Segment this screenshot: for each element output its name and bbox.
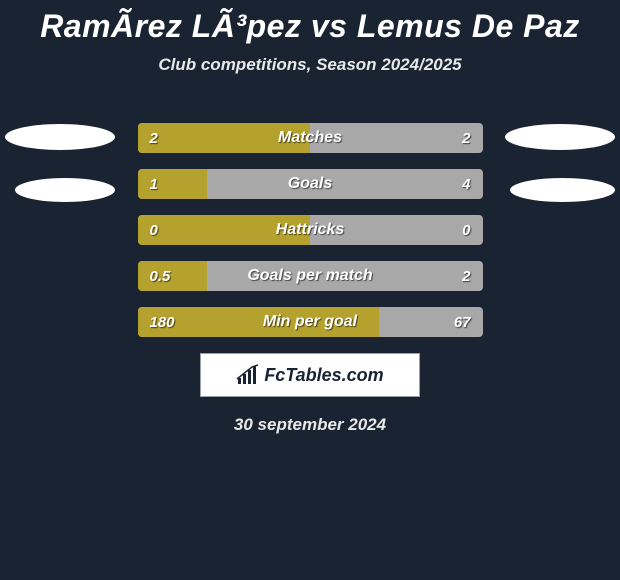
page-title: RamÃ­rez LÃ³pez vs Lemus De Paz [0, 0, 620, 45]
date-text: 30 september 2024 [0, 415, 620, 435]
stat-value-right: 2 [462, 268, 482, 285]
stat-label: Min per goal [263, 313, 357, 331]
stat-bar: 2 2 Matches [138, 123, 483, 153]
stat-label: Goals [288, 175, 332, 193]
stat-value-left: 0 [138, 222, 158, 239]
stat-label: Matches [278, 129, 342, 147]
logo-box: FcTables.com [200, 353, 420, 397]
stat-bar-left: 1 [138, 169, 207, 199]
stat-value-left: 0.5 [138, 268, 171, 285]
subtitle: Club competitions, Season 2024/2025 [0, 55, 620, 75]
stat-value-right: 0 [462, 222, 482, 239]
stat-bar-right: 67 [379, 307, 483, 337]
stat-value-right: 2 [462, 130, 482, 147]
stat-value-right: 4 [462, 176, 482, 193]
stat-value-left: 2 [138, 130, 158, 147]
stat-bar-right: 4 [207, 169, 483, 199]
stat-value-left: 1 [138, 176, 158, 193]
stat-bar-left: 0.5 [138, 261, 207, 291]
stat-label: Goals per match [247, 267, 372, 285]
stat-label: Hattricks [276, 221, 344, 239]
decor-ellipse [5, 124, 115, 150]
stat-bar: 180 67 Min per goal [138, 307, 483, 337]
stat-bar: 1 4 Goals [138, 169, 483, 199]
decor-ellipse [15, 178, 115, 202]
stats-bars: 2 2 Matches 1 4 Goals 0 0 Hattricks 0.5 2 Goals per… [138, 123, 483, 337]
chart-icon [236, 364, 260, 386]
stat-value-right: 67 [454, 314, 483, 331]
decor-ellipse [505, 124, 615, 150]
logo-text: FcTables.com [264, 365, 383, 386]
stat-value-left: 180 [138, 314, 175, 331]
decor-ellipse [510, 178, 615, 202]
stat-bar: 0 0 Hattricks [138, 215, 483, 245]
stat-bar: 0.5 2 Goals per match [138, 261, 483, 291]
